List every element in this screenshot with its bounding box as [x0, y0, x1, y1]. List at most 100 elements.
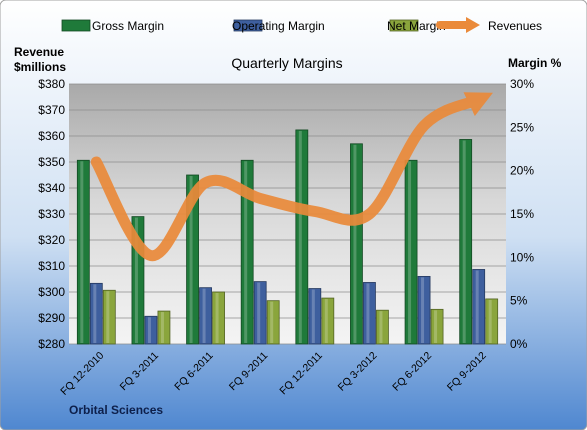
bar-operating-margin [472, 269, 486, 345]
bar-highlight [257, 282, 261, 343]
y-left-tick-label: $340 [38, 181, 65, 195]
bar-body [485, 298, 499, 345]
bar-highlight [379, 311, 383, 343]
legend-item-net-margin: Net Margin [387, 19, 446, 33]
bar-net-margin [376, 309, 389, 345]
legend-swatch [389, 19, 419, 32]
left-axis-title-line2: $millions [14, 60, 66, 74]
bar-net-margin [485, 298, 499, 345]
legend-swatch [233, 19, 263, 32]
bar-highlight [434, 310, 438, 343]
bar-body [157, 310, 171, 345]
bar-highlight [215, 293, 219, 343]
bar-gross-margin [76, 159, 90, 345]
bar-gross-margin [350, 143, 363, 345]
bar-highlight [134, 217, 138, 343]
y-right-tick-label: 15% [510, 207, 534, 221]
bar-body [253, 281, 267, 345]
legend-arrow [466, 17, 480, 33]
y-right-tick-label: 30% [510, 77, 534, 91]
bar-highlight [160, 312, 164, 343]
bar-highlight [106, 291, 110, 343]
legend-label: Revenues [488, 19, 542, 33]
bar-highlight [270, 301, 274, 343]
bar-body [240, 159, 254, 345]
bar-gross-margin [295, 129, 309, 345]
legend-label: Operating Margin [232, 19, 325, 33]
bar-operating-margin [308, 288, 322, 345]
revenue-line [90, 92, 493, 262]
bar-body [266, 300, 280, 345]
bar-body [376, 309, 389, 345]
bar-gross-margin [186, 174, 199, 345]
bar-net-margin [321, 297, 335, 345]
bar-body [102, 289, 116, 345]
y-left-tick-label: $320 [38, 233, 65, 247]
legend-swatch [61, 19, 91, 32]
bar-body [76, 159, 90, 345]
bar-highlight [80, 161, 84, 343]
y-left-tick-label: $310 [38, 259, 65, 273]
y-left-tick-label: $360 [38, 129, 65, 143]
bar-highlight [421, 277, 425, 343]
bar-body [321, 297, 335, 345]
bar-highlight [93, 284, 97, 343]
y-right-tick-label: 0% [510, 337, 528, 351]
company-label: Orbital Sciences [69, 403, 163, 417]
bar-gross-margin [404, 159, 418, 345]
bar-highlight [202, 288, 206, 343]
left-axis-title-line1: Revenue [14, 45, 64, 59]
bar-body [308, 288, 322, 345]
bar-body [472, 269, 486, 345]
bar-highlight [311, 289, 315, 343]
bar-operating-margin [417, 275, 431, 345]
bar-operating-margin [253, 281, 267, 345]
y-left-tick-label: $280 [38, 337, 65, 351]
bar-highlight [408, 161, 412, 343]
y-right-tick-label: 10% [510, 250, 534, 264]
legend-label: Net Margin [387, 19, 446, 33]
bar-body [295, 129, 309, 345]
y-left-tick-label: $300 [38, 285, 65, 299]
legend-item-operating-margin: Operating Margin [232, 19, 325, 33]
y-left-tick-label: $380 [38, 77, 65, 91]
bar-body [144, 315, 158, 345]
y-left-tick-label: $330 [38, 207, 65, 221]
y-left-tick-label: $370 [38, 103, 65, 117]
bar-net-margin [212, 291, 225, 345]
y-left-tick-label: $350 [38, 155, 65, 169]
bar-highlight [244, 161, 248, 343]
bar-highlight [366, 283, 370, 343]
chart-title: Quarterly Margins [231, 55, 342, 71]
bar-highlight [488, 299, 492, 343]
legend-item-gross-margin: Gross Margin [61, 19, 164, 33]
bar-body [404, 159, 418, 345]
bar-highlight [324, 299, 328, 343]
right-axis-title: Margin % [508, 56, 562, 70]
bar-net-margin [157, 310, 171, 345]
bar-operating-margin [144, 315, 158, 345]
bar-body [186, 174, 199, 345]
legend-item-revenues: Revenues [436, 17, 542, 33]
bar-body [417, 275, 431, 345]
bar-body [363, 282, 376, 345]
bar-net-margin [430, 308, 444, 345]
bar-net-margin [266, 300, 280, 345]
bar-highlight [462, 140, 466, 343]
bar-body [350, 143, 363, 345]
bar-gross-margin [240, 159, 254, 345]
bar-operating-margin [363, 282, 376, 345]
bar-body [89, 282, 103, 345]
bar-highlight [475, 270, 479, 343]
bar-operating-margin [89, 282, 103, 345]
bar-body [212, 291, 225, 345]
bar-operating-margin [199, 287, 212, 345]
bar-body [430, 308, 444, 345]
bar-net-margin [102, 289, 116, 345]
bar-body [459, 139, 473, 345]
bar-highlight [147, 317, 151, 343]
legend-label: Gross Margin [92, 19, 164, 33]
y-right-tick-label: 20% [510, 164, 534, 178]
